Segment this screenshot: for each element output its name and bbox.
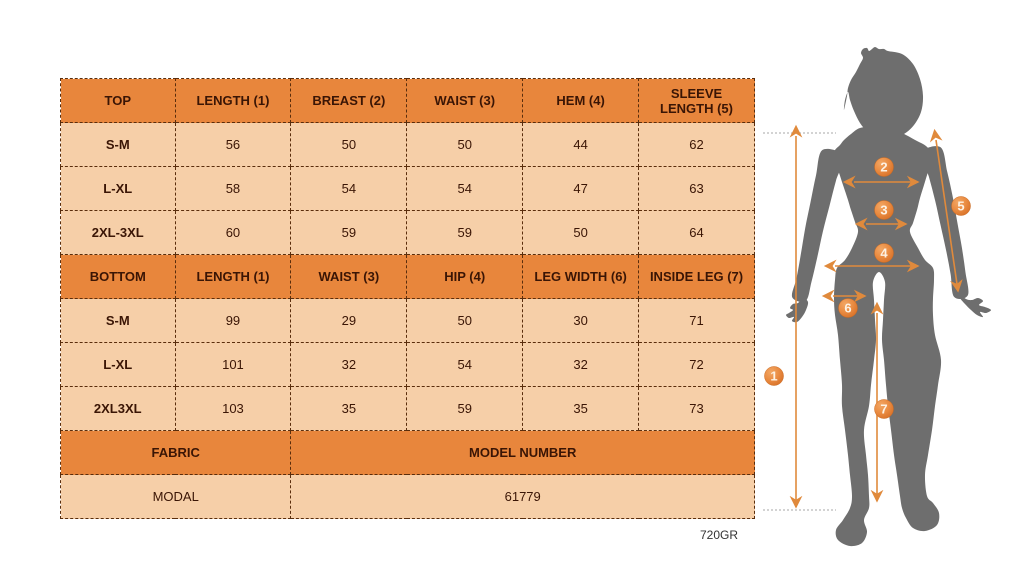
svg-text:4: 4 <box>880 246 888 261</box>
svg-text:5: 5 <box>957 199 964 214</box>
svg-text:1: 1 <box>770 369 777 384</box>
svg-text:6: 6 <box>844 301 851 316</box>
svg-text:2: 2 <box>880 160 887 175</box>
svg-text:3: 3 <box>880 203 887 218</box>
svg-text:7: 7 <box>880 402 887 417</box>
